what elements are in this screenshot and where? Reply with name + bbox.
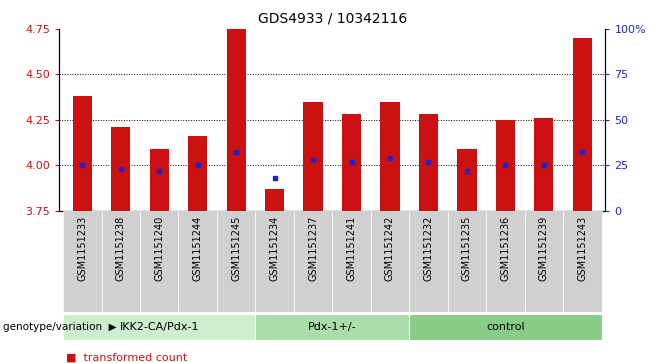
Bar xyxy=(111,127,130,211)
Title: GDS4933 / 10342116: GDS4933 / 10342116 xyxy=(258,11,407,25)
Text: GSM1151241: GSM1151241 xyxy=(347,216,357,281)
Bar xyxy=(217,211,255,312)
Bar xyxy=(572,38,592,211)
Bar xyxy=(149,149,169,211)
Text: GSM1151240: GSM1151240 xyxy=(154,216,164,281)
Bar xyxy=(178,211,217,312)
Text: GSM1151239: GSM1151239 xyxy=(539,216,549,281)
Bar xyxy=(72,96,92,211)
Bar xyxy=(563,211,601,312)
Bar xyxy=(370,211,409,312)
Text: GSM1151238: GSM1151238 xyxy=(116,216,126,281)
Bar xyxy=(226,29,245,211)
Bar xyxy=(255,314,409,340)
Text: GSM1151237: GSM1151237 xyxy=(308,216,318,281)
Text: control: control xyxy=(486,322,524,332)
Text: GSM1151245: GSM1151245 xyxy=(231,216,241,281)
Bar xyxy=(101,211,140,312)
Bar xyxy=(332,211,370,312)
Bar xyxy=(342,114,361,211)
Text: GSM1151234: GSM1151234 xyxy=(270,216,280,281)
Bar xyxy=(294,211,332,312)
Bar xyxy=(524,211,563,312)
Text: GSM1151243: GSM1151243 xyxy=(577,216,588,281)
Text: GSM1151236: GSM1151236 xyxy=(500,216,511,281)
Bar xyxy=(63,314,255,340)
Bar xyxy=(409,211,447,312)
Text: GSM1151232: GSM1151232 xyxy=(424,216,434,281)
Bar xyxy=(188,136,207,211)
Bar xyxy=(486,211,524,312)
Bar xyxy=(409,314,601,340)
Text: Pdx-1+/-: Pdx-1+/- xyxy=(308,322,357,332)
Text: GSM1151233: GSM1151233 xyxy=(77,216,88,281)
Bar xyxy=(303,102,322,211)
Bar xyxy=(265,189,284,211)
Text: GSM1151244: GSM1151244 xyxy=(193,216,203,281)
Text: GSM1151242: GSM1151242 xyxy=(385,216,395,281)
Bar xyxy=(255,211,294,312)
Bar xyxy=(140,211,178,312)
Bar xyxy=(63,211,101,312)
Text: ■  transformed count: ■ transformed count xyxy=(66,352,187,363)
Bar xyxy=(419,114,438,211)
Bar xyxy=(447,211,486,312)
Bar xyxy=(380,102,399,211)
Text: IKK2-CA/Pdx-1: IKK2-CA/Pdx-1 xyxy=(120,322,199,332)
Text: genotype/variation  ▶: genotype/variation ▶ xyxy=(3,322,117,332)
Bar xyxy=(495,120,515,211)
Bar xyxy=(457,149,476,211)
Text: GSM1151235: GSM1151235 xyxy=(462,216,472,281)
Bar xyxy=(534,118,553,211)
